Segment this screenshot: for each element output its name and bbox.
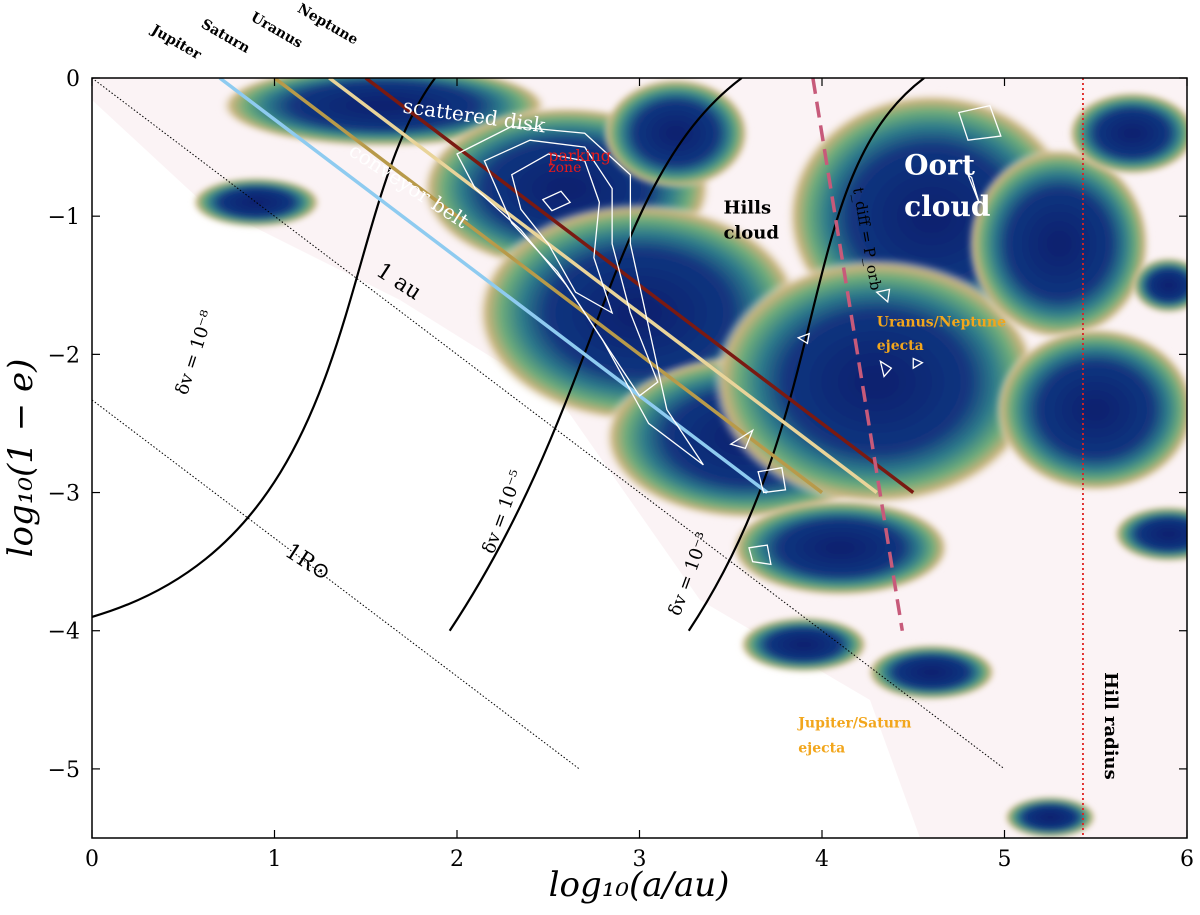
density-contour [912,357,924,370]
density-contour [958,104,1002,141]
x-tick-label: 6 [1180,847,1194,872]
density-blob [867,644,996,700]
density-contour [456,125,704,466]
y-tick-label: −3 [48,482,80,507]
density-contour [510,153,614,315]
x-tick-label: 5 [998,847,1012,872]
annotation-label: Oort [904,149,975,182]
x-axis-title: log₁₀(a/au) [549,865,730,905]
y-tick-label: −2 [48,343,80,368]
annotation-label: ejecta [877,338,924,354]
density-contour [875,288,891,304]
velocity-curves [92,78,925,632]
density-blob [1132,257,1187,313]
density-blob [730,499,950,597]
x-tick-label: 1 [268,847,282,872]
planet-label: Saturn [198,16,252,57]
density-contours [456,104,1002,566]
special-lines [811,78,1084,838]
annotation-label: Jupiter/Saturn [796,715,911,731]
y-tick-label: −5 [48,758,80,783]
density-blob [192,177,321,228]
y-tick-label: 0 [66,67,80,92]
density-contour [729,428,755,450]
density-blob [995,326,1187,493]
reference-line [92,399,580,770]
density-contour [748,544,772,566]
density-blob [1114,506,1187,562]
annotation-label: Hill radius [1100,672,1121,780]
annotation-label: zone [548,160,581,176]
reference-lines [92,78,1005,770]
y-tick-label: −4 [48,620,80,645]
diffusion-line [811,78,905,632]
density-contour [541,190,572,212]
velocity-curve [448,78,743,632]
density-blob [603,78,749,189]
planet-label: Jupiter [147,21,205,63]
axes: 0 1 2 3 4 5 6 0 −1 −2 −3 −4 −5 [48,67,1194,872]
density-blob [1004,796,1096,838]
x-tick-label: 2 [450,847,464,872]
x-tick-label: 4 [815,847,829,872]
y-tick-label: −1 [48,205,80,230]
velocity-curve [92,78,436,618]
planet-line-saturn [273,78,824,494]
annotation-label: ejecta [798,740,845,756]
x-tick-label: 3 [633,847,647,872]
density-contour [879,359,893,378]
velocity-curve [687,78,925,632]
annotation-label: parking [548,146,611,165]
density-blob [1068,91,1187,175]
density-contour [483,139,659,397]
planet-label: Neptune [294,1,360,49]
density-contour [966,172,980,203]
density-blob [739,616,868,673]
y-axis-title: log₁₀(1 − e) [1,359,41,558]
annotation-label: cloud [723,222,779,243]
density-contour [796,332,811,345]
annotation-label: Hills [723,197,771,218]
annotation-label: Uranus/Neptune [877,315,1006,331]
density-blob [968,147,1151,341]
x-tick-label: 0 [85,847,99,872]
annotation-label: cloud [904,190,990,223]
density-blob [712,257,1041,507]
density-contour [757,466,787,494]
